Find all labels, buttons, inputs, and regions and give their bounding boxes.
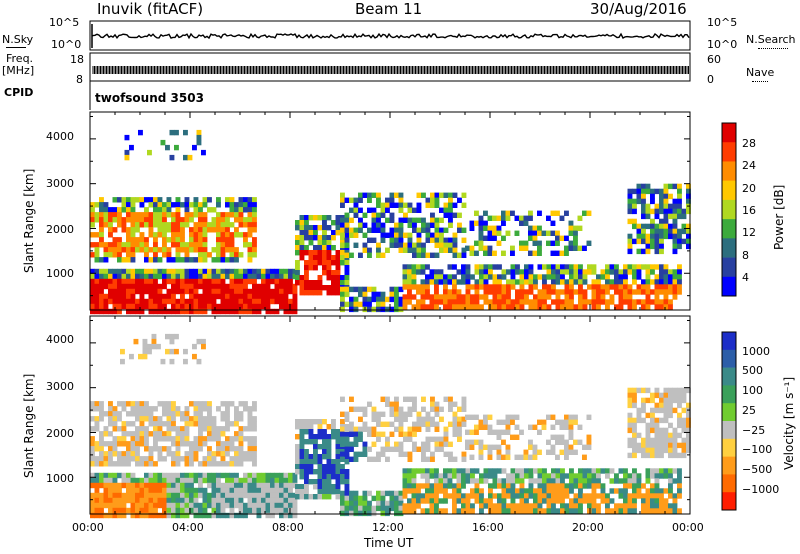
velocity-cbar-title: Velocity [m s⁻¹] xyxy=(782,376,796,470)
freq-panel-frame xyxy=(89,52,691,82)
nsearch-label: N.Search xyxy=(746,33,796,46)
nsky-tick-top: 10^5 xyxy=(49,16,80,29)
power-ytick-1000: 1000 xyxy=(46,267,74,280)
xtick-1: 04:00 xyxy=(172,521,204,534)
nave-tick-bottom: 0 xyxy=(707,73,714,86)
freq-tick-bottom: 8 xyxy=(76,73,83,86)
power-cbar-tick-20: 20 xyxy=(742,182,756,195)
velocity-ylabel: Slant Range [km] xyxy=(22,373,36,478)
date-title: 30/Aug/2016 xyxy=(590,0,687,18)
nsky-underline xyxy=(6,47,26,48)
nsearch-tick-top: 10^5 xyxy=(707,16,738,29)
beam-title: Beam 11 xyxy=(355,0,423,18)
nsearch-dotline xyxy=(758,48,788,49)
nsearch-tick-bottom: 10^0 xyxy=(707,38,738,51)
cpid-value: twofsound 3503 xyxy=(95,91,204,105)
nave-label: Nave xyxy=(746,66,775,79)
xtick-4: 16:00 xyxy=(472,521,504,534)
power-cbar-tick-12: 12 xyxy=(742,226,756,239)
velocity-ytick-1000: 1000 xyxy=(46,472,74,485)
velocity-ytick-4000: 4000 xyxy=(46,333,74,346)
power-cbar-tick-16: 16 xyxy=(742,204,756,217)
cpid-label: CPID xyxy=(4,86,34,99)
vel-cbar-tick-1000: 1000 xyxy=(742,345,770,358)
vel-cbar-tick-500: 500 xyxy=(742,364,763,377)
xtick-6: 00:00 xyxy=(672,521,704,534)
nsky-label: N.Sky xyxy=(2,33,34,46)
power-cbar-title: Power [dB] xyxy=(772,184,786,250)
freq-tick-top: 18 xyxy=(70,53,84,66)
velocity-colorbar xyxy=(721,331,737,511)
power-ytick-2000: 2000 xyxy=(46,223,74,236)
vel-cbar-tick-m100: −100 xyxy=(742,443,773,456)
power-ytick-3000: 3000 xyxy=(46,177,74,190)
velocity-ticks xyxy=(89,316,691,514)
vel-cbar-tick-25: 25 xyxy=(742,404,756,417)
power-cbar-tick-4: 4 xyxy=(742,271,749,284)
nsky-panel-frame xyxy=(89,20,691,51)
nave-dotline xyxy=(752,81,768,82)
power-colorbar xyxy=(721,122,737,297)
vel-cbar-tick-m500: −500 xyxy=(742,463,773,476)
velocity-heatmap xyxy=(90,333,691,519)
vel-cbar-tick-m1000: −1000 xyxy=(742,483,780,496)
freq-trace xyxy=(92,66,689,74)
nsky-tick-bottom: 10^0 xyxy=(51,38,82,51)
x-axis-label: Time UT xyxy=(364,536,414,550)
xtick-3: 12:00 xyxy=(372,521,404,534)
xtick-2: 08:00 xyxy=(272,521,304,534)
xtick-5: 20:00 xyxy=(572,521,604,534)
power-heatmap xyxy=(90,129,691,315)
power-ticks xyxy=(89,112,691,310)
strip-panels xyxy=(89,20,691,110)
power-ytick-4000: 4000 xyxy=(46,130,74,143)
freq-unit: [MHz] xyxy=(2,64,35,77)
velocity-ytick-2000: 2000 xyxy=(46,427,74,440)
vel-cbar-tick-100: 100 xyxy=(742,384,763,397)
station-title: Inuvik (fitACF) xyxy=(97,0,204,18)
vel-cbar-tick-m25: −25 xyxy=(742,424,766,437)
xtick-0: 00:00 xyxy=(72,521,104,534)
power-cbar-tick-8: 8 xyxy=(742,249,749,262)
velocity-ytick-3000: 3000 xyxy=(46,380,74,393)
nave-tick-top: 60 xyxy=(707,53,721,66)
power-cbar-tick-24: 24 xyxy=(742,159,756,172)
power-cbar-tick-28: 28 xyxy=(742,137,756,150)
freq-label: Freq. xyxy=(6,52,34,65)
nsky-trace xyxy=(91,32,690,40)
